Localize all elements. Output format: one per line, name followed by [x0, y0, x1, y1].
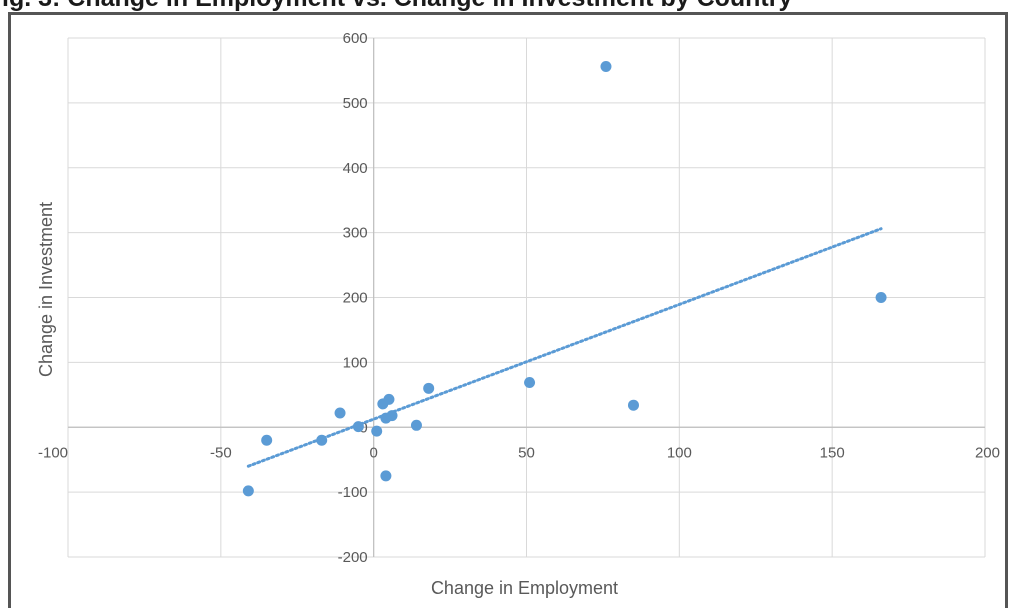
- x-tick-label: 200: [975, 444, 1000, 461]
- chart-frame: [8, 12, 1008, 608]
- data-point: [352, 421, 364, 433]
- data-point: [423, 382, 435, 394]
- trendline-line: [246, 227, 883, 468]
- x-tick-label: 0: [369, 444, 377, 461]
- x-tick-label: -50: [210, 444, 232, 461]
- x-axis-title: Change in Employment: [431, 578, 618, 598]
- x-tick-label: -100: [38, 444, 68, 461]
- y-tick-label: 100: [343, 354, 368, 371]
- y-tick-label: -100: [338, 484, 368, 501]
- trendline: [246, 227, 883, 468]
- data-point: [380, 470, 392, 482]
- chart-title-strip: ig. 3: Change in Employment vs. Change i…: [0, 0, 1011, 14]
- data-point: [627, 399, 639, 411]
- data-point: [380, 412, 392, 424]
- data-point: [316, 434, 328, 446]
- grid-lines: [67, 37, 986, 558]
- data-points: [242, 61, 887, 497]
- data-point: [334, 407, 346, 419]
- y-tick-label: 300: [343, 225, 368, 242]
- y-axis-title: Change in Investment: [36, 202, 56, 377]
- tick-labels: -200-1000100200300400500600-100-50050100…: [38, 30, 1000, 566]
- y-tick-label: 500: [343, 95, 368, 112]
- figure-caption: ig. 3: Change in Employment vs. Change i…: [2, 0, 792, 13]
- data-point: [410, 419, 422, 431]
- y-tick-label: -200: [338, 549, 368, 566]
- x-tick-label: 150: [820, 444, 845, 461]
- data-point: [261, 434, 273, 446]
- axes: [68, 38, 985, 557]
- data-point: [242, 485, 254, 497]
- data-point: [600, 61, 612, 73]
- data-point: [524, 376, 536, 388]
- data-point: [377, 398, 389, 410]
- y-tick-label: 400: [343, 160, 368, 177]
- x-tick-label: 100: [667, 444, 692, 461]
- y-tick-label: 200: [343, 290, 368, 307]
- data-point: [875, 292, 887, 303]
- y-tick-label: 600: [343, 30, 368, 47]
- data-point: [371, 425, 383, 437]
- x-tick-label: 50: [518, 444, 535, 461]
